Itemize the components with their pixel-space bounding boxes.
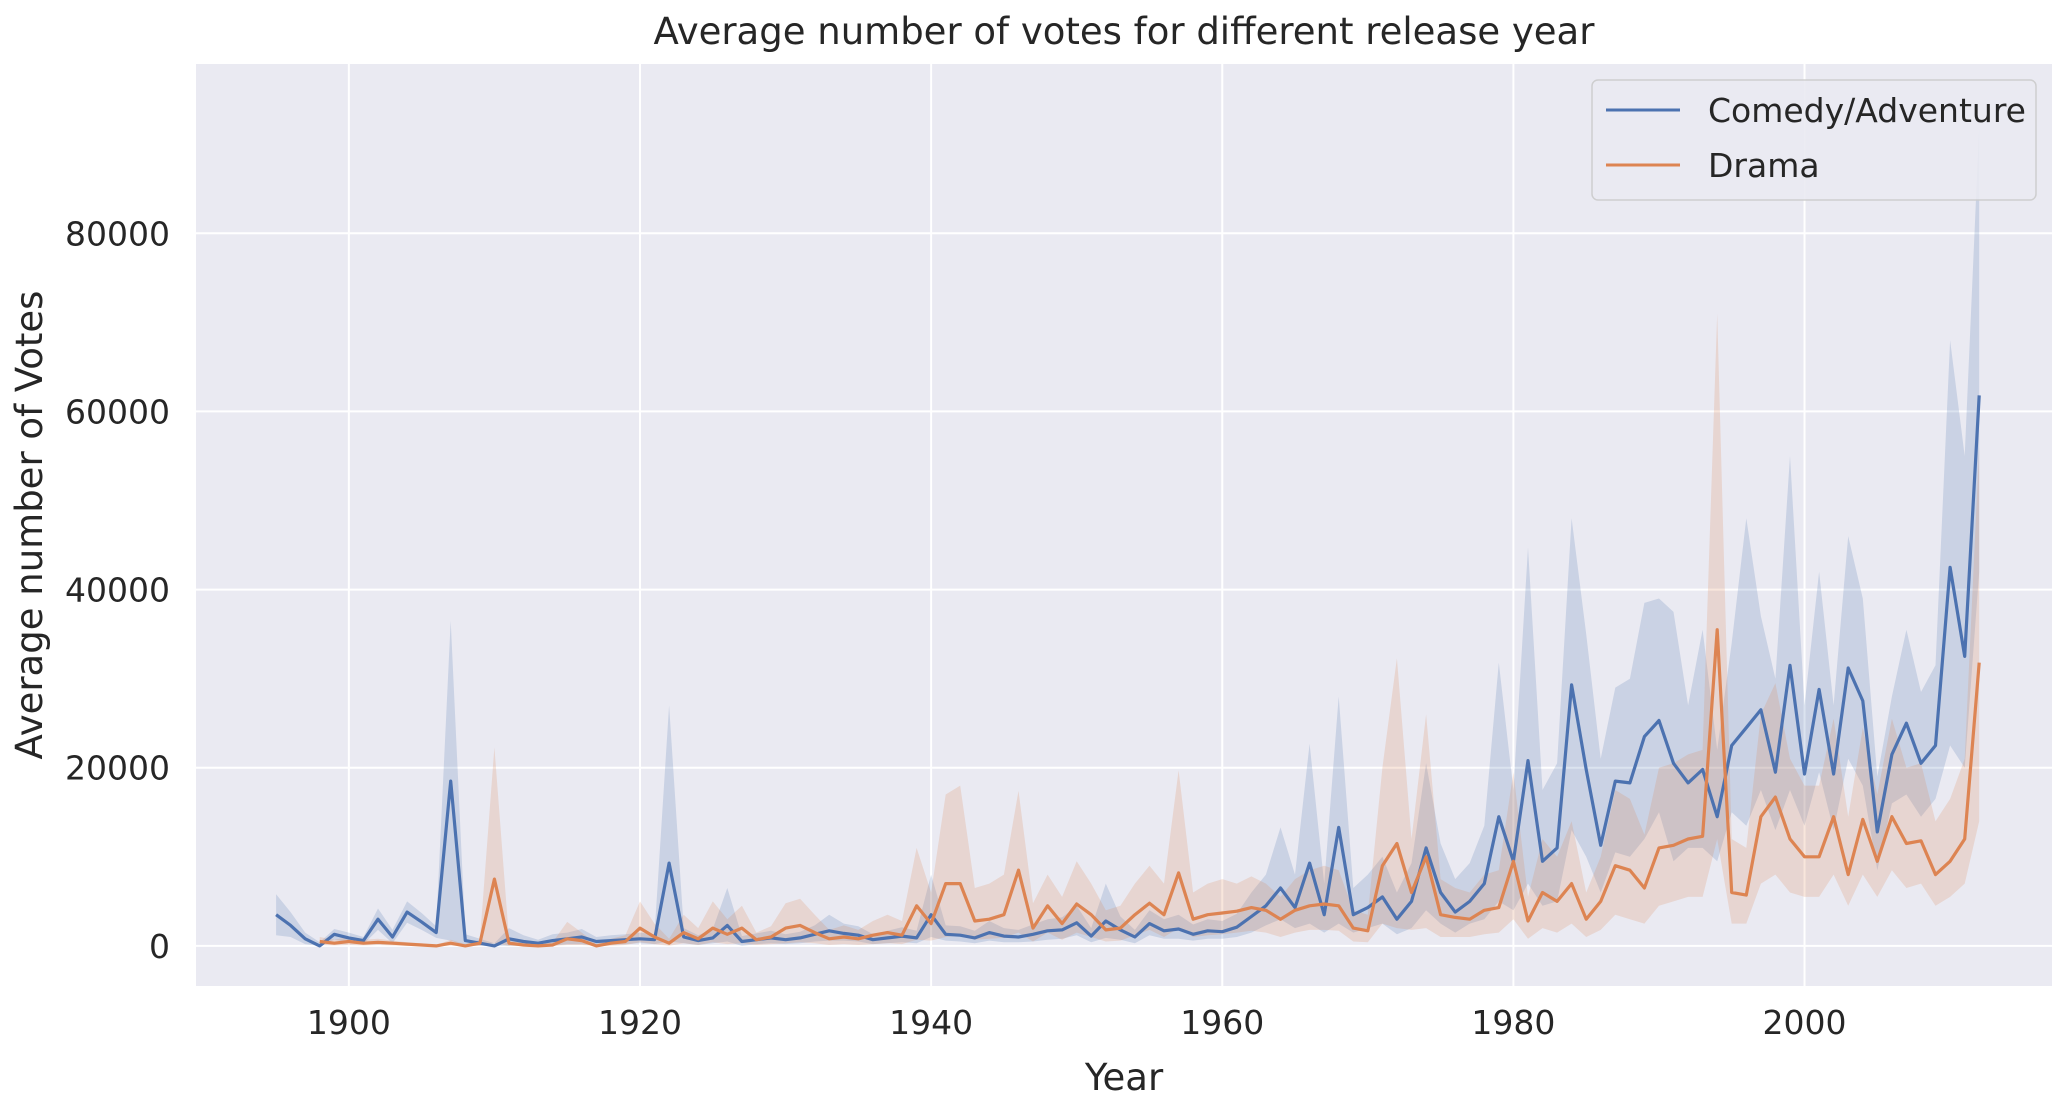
legend-box xyxy=(1591,79,2037,201)
series-line-comedy-adventure xyxy=(275,395,1981,948)
x-tick-label: 1960 xyxy=(1180,1003,1264,1042)
series-lines xyxy=(275,395,1981,948)
x-tick-label: 1940 xyxy=(889,1003,973,1042)
y-tick-label: 60000 xyxy=(65,392,170,431)
x-tick-label: 1920 xyxy=(598,1003,682,1042)
series-line-drama xyxy=(319,628,1981,948)
y-axis-ticks: 0 20000 40000 60000 80000 xyxy=(65,214,170,966)
ci-band-comedy-adventure xyxy=(276,126,1980,946)
legend: Comedy/Adventure Drama xyxy=(1591,79,2037,201)
chart-title: Average number of votes for different re… xyxy=(654,10,1596,53)
y-axis-label: Average number of Votes xyxy=(8,291,51,760)
ci-band-drama xyxy=(319,313,1980,946)
x-tick-label: 2000 xyxy=(1763,1003,1847,1042)
legend-label-drama: Drama xyxy=(1708,146,1820,185)
x-tick-label: 1900 xyxy=(307,1003,391,1042)
confidence-bands xyxy=(276,126,1980,946)
y-tick-label: 80000 xyxy=(65,214,170,253)
y-tick-label: 20000 xyxy=(65,749,170,788)
x-axis-label: Year xyxy=(1084,1056,1164,1099)
x-axis-ticks: 1900 1920 1940 1960 1980 2000 xyxy=(307,1003,1847,1042)
y-tick-label: 40000 xyxy=(65,571,170,610)
gridlines xyxy=(196,64,2052,986)
x-tick-label: 1980 xyxy=(1471,1003,1555,1042)
legend-label-comedy-adventure: Comedy/Adventure xyxy=(1708,91,2026,130)
plot-background xyxy=(196,64,2052,986)
y-tick-label: 0 xyxy=(149,927,170,966)
